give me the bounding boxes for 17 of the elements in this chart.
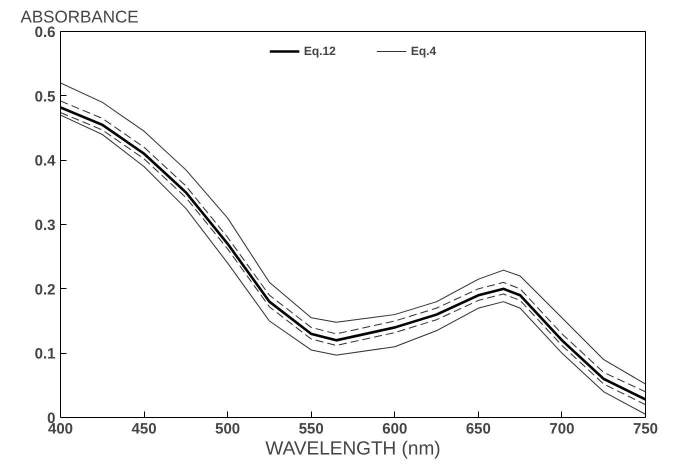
x-tick-label: 450	[132, 420, 157, 438]
y-tick-label: 0.3	[34, 217, 56, 234]
x-axis-title: WAVELENGTH (nm)	[265, 438, 441, 460]
y-axis-title: ABSORBANCE	[20, 8, 139, 26]
x-tick-label: 750	[632, 420, 658, 438]
y-tick-label: 0.2	[34, 281, 56, 298]
y-tick-label: 0.6	[34, 24, 56, 41]
y-tick-label: 0.4	[34, 152, 56, 170]
x-tick-label: 650	[466, 420, 491, 438]
legend-label: Eq.12	[304, 44, 336, 58]
y-tick-label: 0.1	[34, 346, 56, 363]
x-tick-label: 550	[298, 420, 324, 438]
y-tick-label: 0.5	[34, 88, 56, 106]
legend-label: Eq.4	[410, 44, 436, 58]
x-tick-label: 700	[549, 420, 574, 438]
x-tick-label: 500	[215, 420, 240, 438]
x-tick-label: 600	[382, 420, 408, 438]
